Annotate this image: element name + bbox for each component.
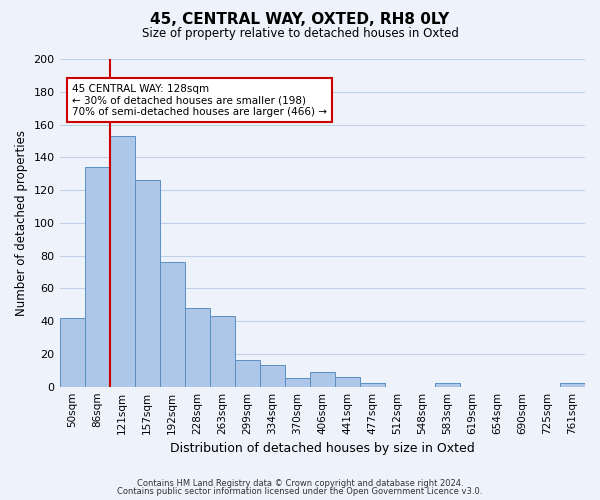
- Text: Size of property relative to detached houses in Oxted: Size of property relative to detached ho…: [142, 28, 458, 40]
- Bar: [160, 262, 185, 386]
- Text: Contains public sector information licensed under the Open Government Licence v3: Contains public sector information licen…: [118, 487, 482, 496]
- Bar: [335, 377, 360, 386]
- Bar: [59, 318, 85, 386]
- Bar: [185, 308, 209, 386]
- Bar: [560, 384, 585, 386]
- Bar: [209, 316, 235, 386]
- Bar: [435, 384, 460, 386]
- Bar: [235, 360, 260, 386]
- Text: 45 CENTRAL WAY: 128sqm
← 30% of detached houses are smaller (198)
70% of semi-de: 45 CENTRAL WAY: 128sqm ← 30% of detached…: [72, 84, 327, 117]
- Bar: [85, 167, 110, 386]
- Bar: [285, 378, 310, 386]
- Y-axis label: Number of detached properties: Number of detached properties: [15, 130, 28, 316]
- Bar: [360, 384, 385, 386]
- Bar: [134, 180, 160, 386]
- Text: 45, CENTRAL WAY, OXTED, RH8 0LY: 45, CENTRAL WAY, OXTED, RH8 0LY: [151, 12, 449, 28]
- Text: Contains HM Land Registry data © Crown copyright and database right 2024.: Contains HM Land Registry data © Crown c…: [137, 478, 463, 488]
- Bar: [310, 372, 335, 386]
- Bar: [110, 136, 134, 386]
- Bar: [260, 366, 285, 386]
- X-axis label: Distribution of detached houses by size in Oxted: Distribution of detached houses by size …: [170, 442, 475, 455]
